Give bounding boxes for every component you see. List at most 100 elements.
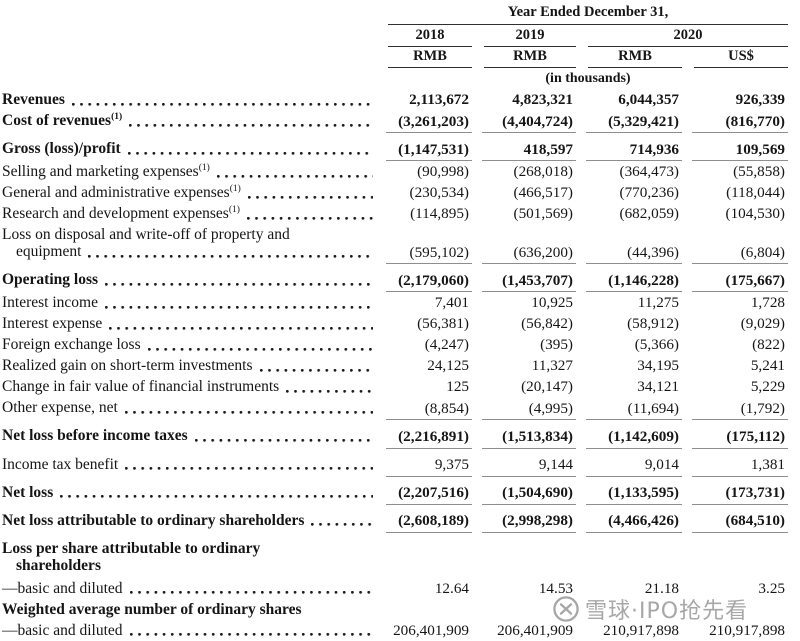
row-label-text: Change in fair value of financial instru… (2, 378, 280, 396)
value-wrap: 24,125 (386, 357, 472, 374)
row-label-text: Loss on disposal and write-off of proper… (2, 226, 290, 244)
value-wrap: 11,327 (482, 357, 576, 374)
row-label-cell: Loss on disposal and write-off of proper… (2, 224, 376, 264)
table-row: Interest expense (56,381) (56,842) (58,912)… (2, 313, 788, 334)
value-cell: (1,453,707) (472, 264, 576, 293)
cell-value: 1,381 (750, 456, 785, 474)
cell-value: 926,339 (735, 91, 785, 108)
row-label-cell: General and administrative expenses(1) (2, 182, 376, 203)
value-cell: (56,381) (376, 313, 472, 334)
cell-value: (20,147) (521, 378, 573, 396)
cell-value: 14.53 (538, 579, 573, 597)
row-label-line: Income tax benefit (2, 456, 376, 473)
value-cell: 1,728 (682, 292, 788, 313)
row-label-line: Other expense, net (2, 399, 376, 416)
cell-value: (118,044) (726, 184, 785, 202)
financial-statement-page: Year Ended December 31, 2018 2019 2020 R… (0, 4, 800, 639)
row-label: Net loss attributable to ordinary shareh… (2, 512, 304, 529)
value-cell: (8,854) (376, 397, 472, 421)
value-cell: (1,142,609) (576, 420, 682, 449)
cell-value: (230,534) (409, 184, 469, 202)
cell-value: (466,517) (513, 184, 573, 202)
value-cell: (2,216,891) (376, 420, 472, 449)
row-label: —basic and diluted (2, 622, 123, 639)
value-cell: (822) (682, 334, 788, 355)
row-label-line: Cost of revenues(1) (2, 112, 376, 129)
row-label: Income tax benefit (2, 456, 118, 473)
cell-value: 109,569 (735, 140, 785, 158)
cell-value: 7,401 (434, 294, 469, 312)
row-label-cell: —basic and diluted (2, 578, 376, 599)
value-cell: 14.53 (472, 578, 576, 599)
value-wrap: (175,667) (692, 272, 788, 293)
value-cell: 5,241 (682, 355, 788, 376)
cell-value: (4,247) (424, 336, 469, 354)
value-wrap: (595,102) (386, 244, 472, 265)
cell-value: (4,995) (528, 400, 573, 418)
value-cell: (118,044) (682, 182, 788, 203)
row-label-cell: —basic and diluted (2, 620, 376, 641)
row-label-line: Realized gain on short-term investments (2, 357, 376, 374)
cell-value: 11,327 (531, 357, 573, 375)
value-wrap: (268,018) (482, 163, 576, 180)
value-wrap: (770,236) (586, 184, 682, 201)
row-label-line: Research and development expenses(1) (2, 205, 376, 222)
value-cell (472, 599, 576, 620)
cell-value: 3.25 (758, 579, 785, 597)
cell-value: (2,608,189) (398, 512, 469, 530)
table-header: Year Ended December 31, 2018 2019 2020 R… (2, 4, 788, 89)
row-label-text: shareholders (16, 556, 101, 574)
value-cell: 3.25 (682, 578, 788, 599)
cell-value: (684,510) (725, 512, 785, 530)
value-cell: 10,925 (472, 292, 576, 313)
row-label: Revenues (2, 91, 65, 108)
table-row: Change in fair value of financial instru… (2, 376, 788, 397)
row-label-cell: Net loss attributable to ordinary shareh… (2, 505, 376, 533)
value-cell: (770,236) (576, 182, 682, 203)
cell-value: (1,147,531) (398, 140, 469, 158)
value-wrap: (4,404,724) (482, 112, 576, 134)
dot-leader (194, 438, 373, 442)
row-label-line: Operating loss (2, 271, 376, 288)
value-wrap: (1,147,531) (386, 140, 472, 162)
value-cell: (55,858) (682, 161, 788, 182)
row-label-cell: Interest income (2, 292, 376, 313)
value-wrap: 125 (386, 378, 472, 395)
footnote-ref: (1) (198, 163, 210, 174)
dot-leader (286, 389, 373, 393)
dot-leader (105, 282, 373, 286)
value-wrap: 4,823,321 (482, 91, 576, 108)
value-wrap: (4,466,426) (586, 512, 682, 533)
row-label-cell: Operating loss (2, 264, 376, 292)
cell-value: (1,133,595) (608, 484, 679, 502)
cell-value: (4,404,724) (502, 112, 573, 130)
value-wrap: (466,517) (482, 184, 576, 201)
row-label-cell: Change in fair value of financial instru… (2, 376, 376, 397)
row-label: Gross (loss)/profit (2, 140, 121, 157)
value-cell: (4,466,426) (576, 505, 682, 533)
dot-leader (60, 495, 373, 499)
cell-value: 9,144 (538, 456, 573, 474)
value-cell: (56,842) (472, 313, 576, 334)
value-cell: (2,998,298) (472, 505, 576, 533)
value-cell: 210,917,898 (682, 620, 788, 641)
value-cell: (501,569) (472, 203, 576, 224)
row-label-cont: equipment (16, 243, 81, 260)
dot-leader (247, 195, 373, 199)
dot-leader (216, 174, 373, 178)
header-note-row: (in thousands) (2, 68, 788, 89)
cell-value: (173,731) (725, 484, 785, 502)
value-cell: (20,147) (472, 376, 576, 397)
value-cell: (9,029) (682, 313, 788, 334)
row-label-text: Other expense, net (2, 399, 118, 417)
value-wrap: (114,895) (386, 205, 472, 222)
value-wrap: 34,195 (586, 357, 682, 374)
row-label-text: Foreign exchange loss (2, 336, 141, 354)
row-label-cell: Gross (loss)/profit (2, 133, 376, 161)
row-label: Change in fair value of financial instru… (2, 378, 279, 395)
value-cell: 9,014 (576, 449, 682, 477)
value-cell (682, 599, 788, 620)
row-label: Loss per share attributable to ordinary (2, 540, 260, 557)
cell-value: 34,195 (637, 357, 679, 375)
cell-value: 2,113,672 (409, 91, 469, 108)
